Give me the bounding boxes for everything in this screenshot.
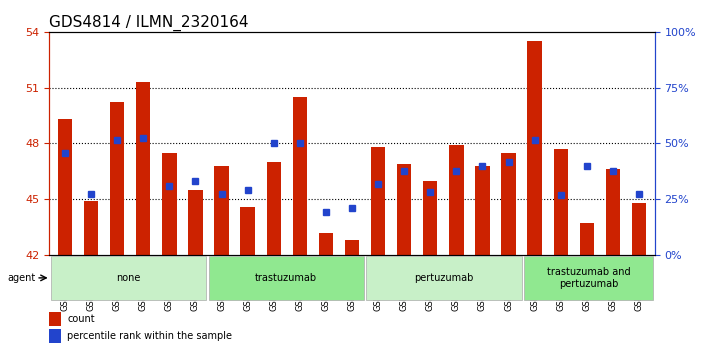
Bar (136, 82, 151, 255)
Bar (188, 190, 203, 255)
Text: percentile rank within the sample: percentile rank within the sample (68, 331, 232, 341)
FancyBboxPatch shape (208, 256, 364, 300)
Bar (553, 149, 568, 255)
Text: pertuzumab: pertuzumab (415, 273, 474, 283)
Bar (267, 162, 281, 255)
Bar (527, 41, 542, 255)
Bar (605, 169, 620, 255)
FancyBboxPatch shape (51, 256, 206, 300)
Bar (49, 312, 61, 326)
Text: trastuzumab: trastuzumab (255, 273, 318, 283)
Bar (49, 329, 61, 343)
Text: agent: agent (8, 273, 36, 283)
Bar (423, 181, 437, 255)
Bar (371, 147, 385, 255)
Bar (632, 203, 646, 255)
Bar (162, 153, 177, 255)
Text: trastuzumab and
pertuzumab: trastuzumab and pertuzumab (547, 267, 631, 289)
Bar (241, 206, 255, 255)
Text: none: none (116, 273, 140, 283)
Bar (110, 103, 125, 255)
Bar (84, 201, 99, 255)
Bar (214, 166, 229, 255)
Text: count: count (68, 314, 95, 324)
FancyBboxPatch shape (524, 256, 653, 300)
Bar (293, 97, 307, 255)
Bar (397, 164, 411, 255)
Bar (345, 240, 359, 255)
Text: GDS4814 / ILMN_2320164: GDS4814 / ILMN_2320164 (49, 14, 249, 30)
Bar (319, 233, 333, 255)
Bar (58, 119, 72, 255)
FancyBboxPatch shape (367, 256, 522, 300)
Bar (579, 223, 594, 255)
Bar (501, 153, 516, 255)
Bar (475, 166, 490, 255)
Bar (449, 145, 463, 255)
